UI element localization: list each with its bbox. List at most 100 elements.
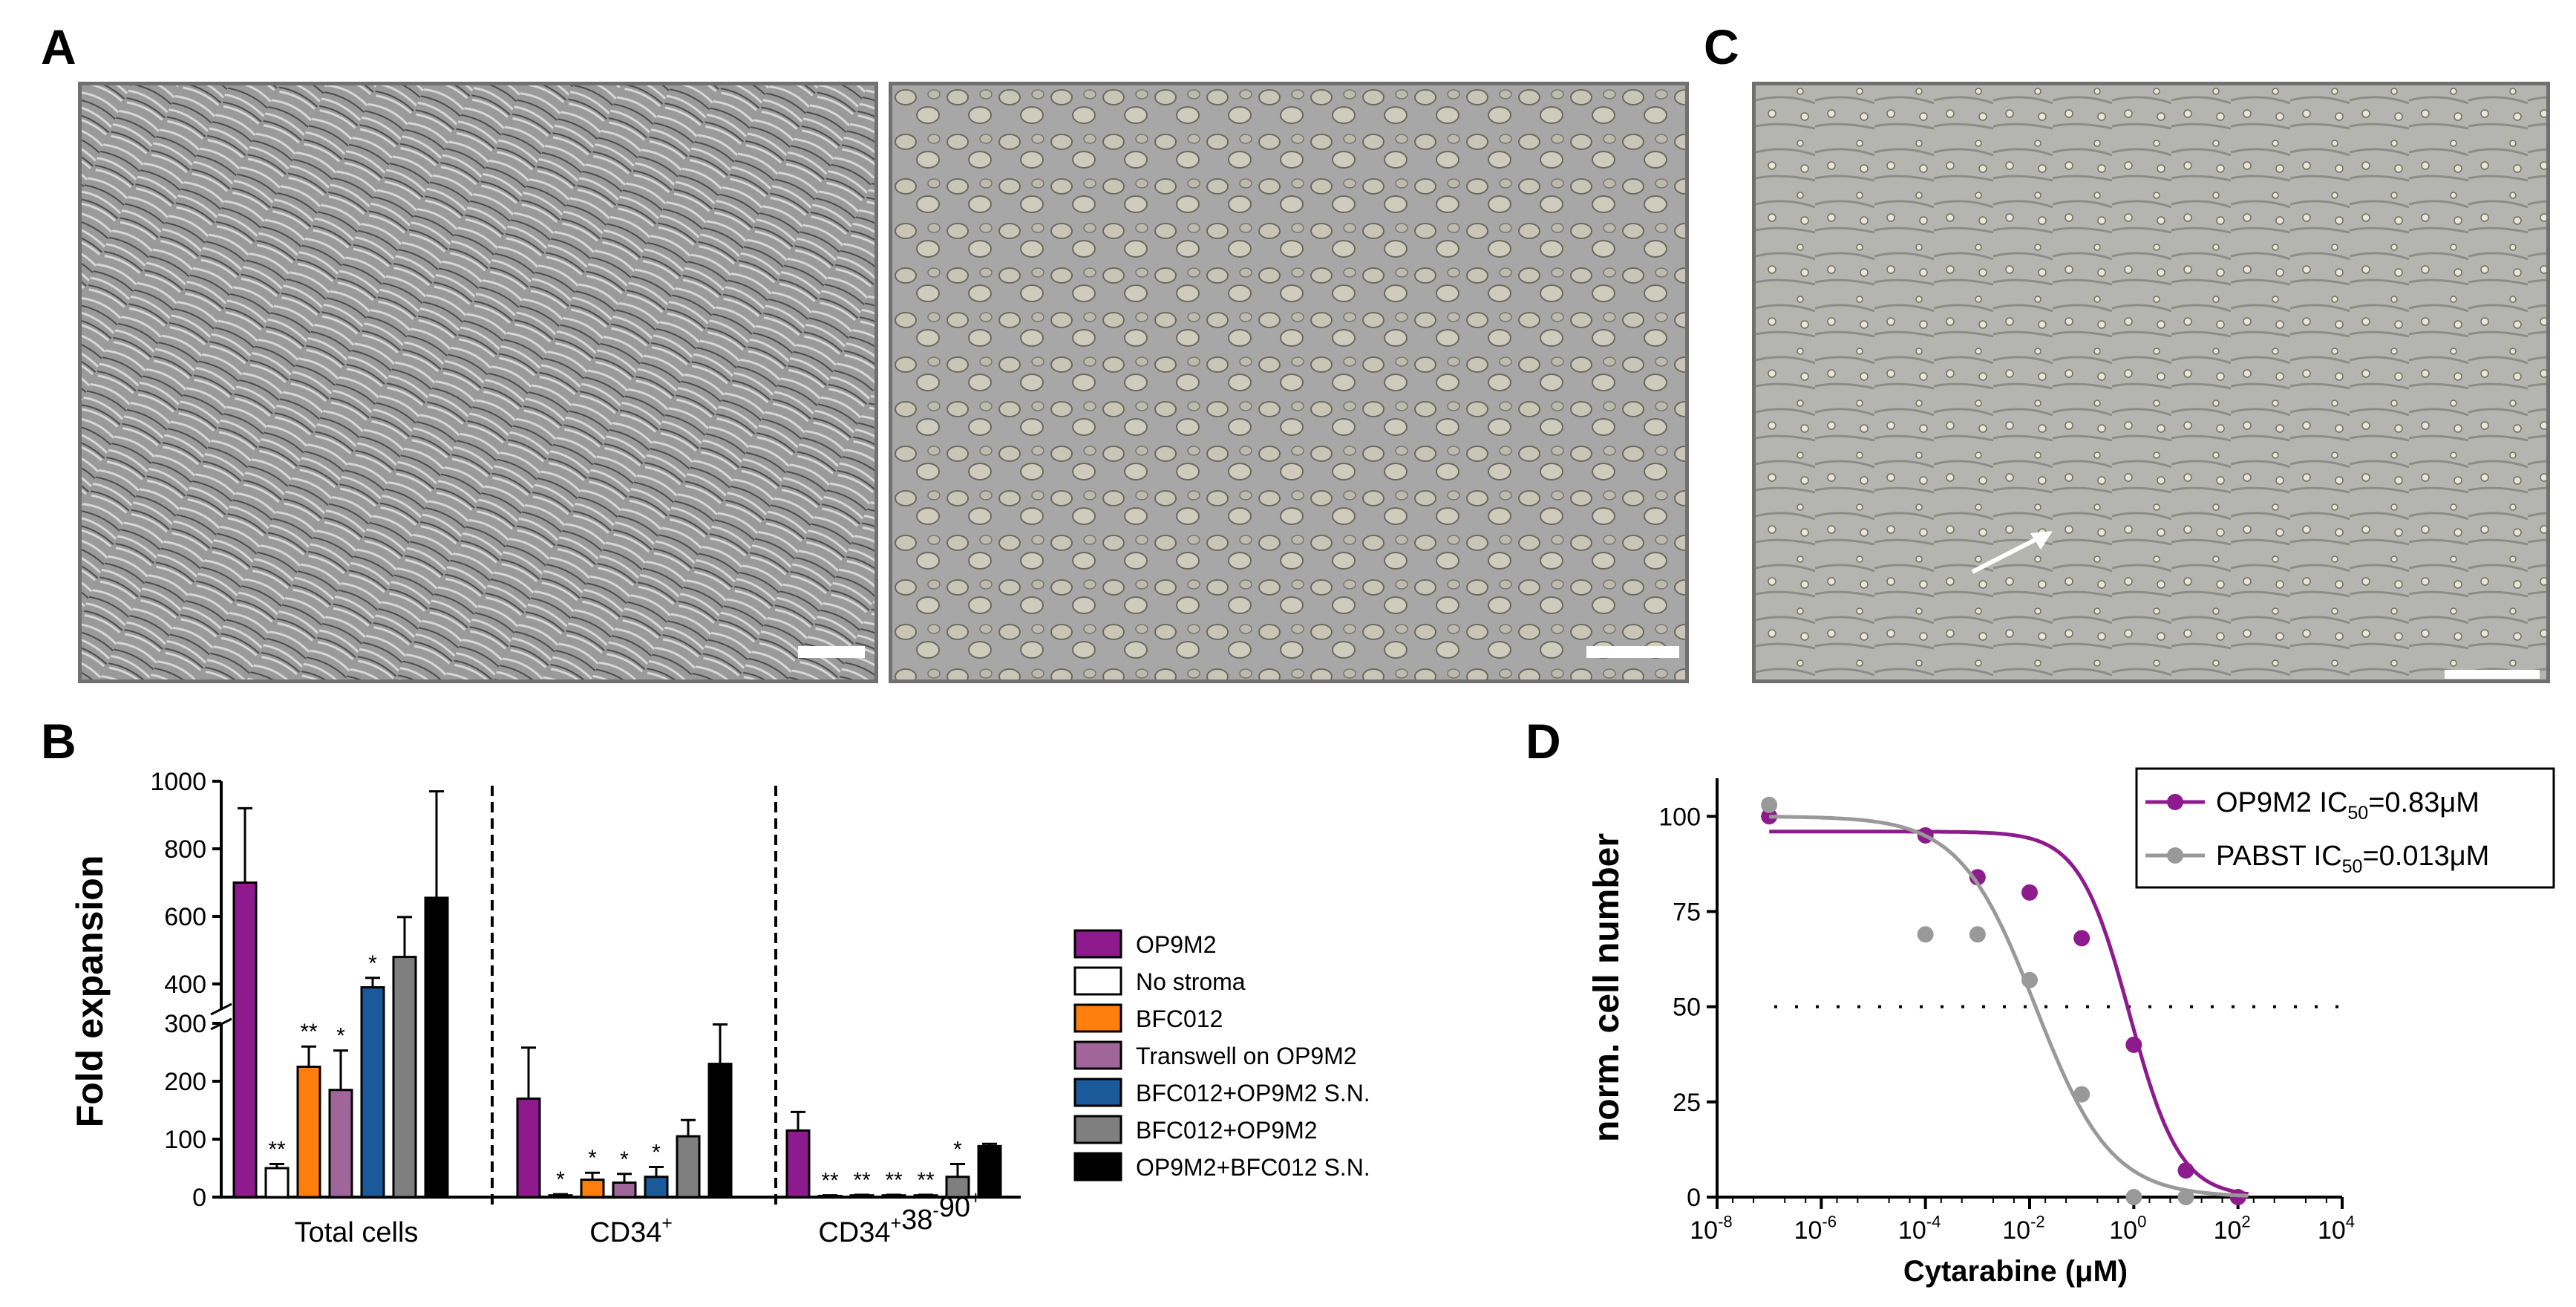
b-significance: *: [588, 1146, 597, 1170]
b-y-tick-label: 1000: [150, 768, 206, 796]
micrograph-op9m2-image: [82, 85, 875, 679]
d-data-point: [1969, 926, 1986, 943]
panel-label-d: D: [1526, 714, 1561, 769]
d-y-tick-label: 0: [1687, 1184, 1701, 1212]
d-legend-box: [2135, 767, 2555, 889]
b-bar: [849, 1194, 875, 1199]
micrograph-coculture-image: [1756, 85, 2546, 679]
d-fit-curve-pabst: [1769, 815, 2249, 1198]
b-legend-label: BFC012+OP9M2 S.N.: [1136, 1080, 1370, 1106]
b-bar: [296, 1066, 321, 1199]
b-legend-swatch: [1073, 1003, 1122, 1033]
d-y-tick-label: 75: [1673, 898, 1701, 926]
b-significance: **: [885, 1168, 903, 1193]
b-legend-swatch: [1073, 1040, 1122, 1070]
d-x-tick-label: 10-6: [1794, 1213, 1837, 1245]
b-significance: *: [620, 1147, 629, 1172]
d-y-tick-label: 50: [1673, 994, 1701, 1022]
b-legend-label: BFC012: [1136, 1005, 1223, 1032]
scale-bar: [798, 646, 865, 658]
b-axis-break: [210, 1003, 232, 1016]
d-legend-label: PABST IC50=0.013μM: [2216, 841, 2489, 877]
d-y-axis-label: norm. cell number: [1587, 833, 1627, 1142]
b-legend-label: No stroma: [1136, 968, 1246, 995]
b-significance: **: [853, 1168, 871, 1193]
b-bar: [264, 1167, 290, 1199]
b-y-tick-label: 100: [164, 1126, 206, 1154]
d-data-point: [1761, 808, 1778, 825]
d-data-point: [2021, 971, 2038, 988]
arrow-head: [2030, 531, 2053, 550]
d-x-tick-label: 10-2: [2002, 1213, 2044, 1245]
d-fit-curve-op9m2: [1769, 829, 2249, 1196]
b-legend-swatch: [1073, 966, 1122, 996]
b-legend-label: Transwell on OP9M2: [1136, 1043, 1357, 1069]
b-y-tick-label: 600: [164, 903, 206, 931]
b-legend-label: OP9M2: [1136, 931, 1216, 958]
b-y-tick-label: 400: [164, 971, 206, 999]
b-bar: [392, 956, 417, 1199]
micrograph-coculture: [1752, 82, 2550, 683]
b-bar: [945, 1176, 970, 1199]
b-legend-swatch: [1073, 1078, 1122, 1107]
d-y-tick-label: 25: [1673, 1089, 1701, 1117]
b-bar: [644, 1176, 669, 1199]
b-legend-swatch: [1073, 929, 1122, 959]
b-bar: [232, 881, 258, 1199]
b-y-axis-label: Fold expansion: [69, 855, 111, 1128]
d-data-point: [2021, 884, 2038, 901]
b-y-tick-label: 200: [164, 1068, 206, 1096]
b-bar: [328, 1089, 353, 1199]
micrograph-bfc012-image: [892, 85, 1685, 679]
panel-label-b: B: [41, 714, 76, 769]
b-bar: [881, 1194, 906, 1199]
b-significance: *: [368, 951, 377, 976]
arrow-shaft: [1971, 532, 2047, 574]
b-y-tick-label: 800: [164, 835, 206, 864]
b-legend-swatch: [1073, 1115, 1122, 1144]
b-bar: [817, 1194, 843, 1199]
b-bar: [424, 896, 449, 1199]
d-x-tick-label: 10-4: [1898, 1213, 1941, 1245]
d-legend-marker: [2167, 847, 2183, 864]
b-bar: [580, 1179, 605, 1199]
b-significance: *: [953, 1138, 962, 1162]
b-y-tick-label: 300: [164, 1010, 206, 1038]
d-x-tick-label: 102: [2214, 1213, 2251, 1245]
d-data-point: [2125, 1189, 2142, 1205]
d-legend-label: OP9M2 IC50=0.83μM: [2216, 787, 2479, 824]
d-data-point: [1917, 926, 1934, 943]
scale-bar: [2445, 670, 2540, 679]
panel-label-c: C: [1704, 19, 1739, 74]
b-bar: [676, 1135, 701, 1199]
b-group-label: CD34+: [589, 1213, 673, 1248]
d-x-axis-label: Cytarabine (μM): [1903, 1255, 2128, 1288]
b-bar: [612, 1181, 637, 1199]
b-bar: [360, 986, 385, 1199]
b-bar: [785, 1129, 811, 1199]
d-y-tick-label: 100: [1658, 803, 1701, 831]
b-bar: [977, 1144, 1002, 1199]
b-significance: **: [268, 1138, 286, 1162]
b-legend-swatch: [1073, 1152, 1122, 1181]
d-x-tick-label: 10-8: [1690, 1213, 1732, 1245]
b-bar: [913, 1194, 938, 1199]
b-bar: [707, 1063, 733, 1199]
b-group-label: Total cells: [295, 1217, 419, 1248]
b-significance: *: [556, 1167, 565, 1192]
d-data-point: [1969, 869, 1986, 886]
scale-bar: [1586, 646, 1679, 658]
micrograph-bfc012: [889, 82, 1689, 683]
d-data-point: [2177, 1189, 2194, 1205]
b-significance: **: [300, 1020, 318, 1044]
b-legend-label: OP9M2+BFC012 S.N.: [1136, 1154, 1370, 1181]
d-data-point: [1761, 796, 1778, 813]
b-y-tick-label: 0: [192, 1184, 206, 1212]
d-x-tick-label: 100: [2109, 1213, 2146, 1245]
b-significance: **: [917, 1168, 935, 1193]
b-bar: [548, 1194, 573, 1199]
d-data-point: [2177, 1162, 2194, 1179]
d-legend-marker: [2167, 794, 2183, 810]
b-legend-label: BFC012+OP9M2: [1136, 1117, 1318, 1144]
